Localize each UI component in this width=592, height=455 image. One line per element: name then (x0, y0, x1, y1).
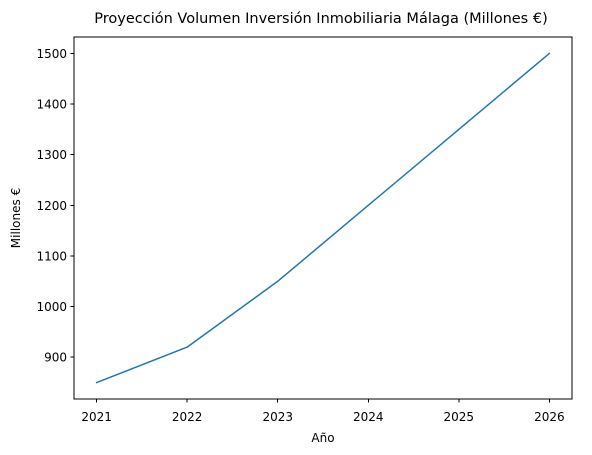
series-group (95, 52, 551, 384)
plot-frame (73, 36, 573, 400)
y-axis-label: Millones € (9, 188, 23, 248)
x-tick-label: 2022 (172, 410, 203, 424)
y-tick-label: 1100 (36, 249, 67, 263)
x-tick-label: 2024 (353, 410, 384, 424)
series-line-1 (95, 52, 551, 384)
x-tick-label: 2026 (534, 410, 565, 424)
plot-area: 900 1000 1100 1200 1300 1400 1500 2021 2022 2023… (36, 36, 573, 424)
y-tick-label: 1300 (36, 148, 67, 162)
y-axis-ticks: 900 1000 1100 1200 1300 1400 1500 (36, 47, 74, 365)
y-tick-label: 900 (44, 351, 67, 365)
y-tick-label: 1500 (36, 47, 67, 61)
x-tick-label: 2021 (81, 410, 112, 424)
y-tick-label: 1000 (36, 300, 67, 314)
x-axis-ticks: 2021 2022 2023 2024 2025 2026 (81, 399, 565, 424)
y-tick-label: 1400 (36, 98, 67, 112)
chart-title: Proyección Volumen Inversión Inmobiliari… (94, 11, 547, 27)
y-tick-label: 1200 (36, 199, 67, 213)
x-axis-label: Año (311, 431, 334, 445)
x-tick-label: 2023 (262, 410, 293, 424)
x-tick-label: 2025 (444, 410, 475, 424)
